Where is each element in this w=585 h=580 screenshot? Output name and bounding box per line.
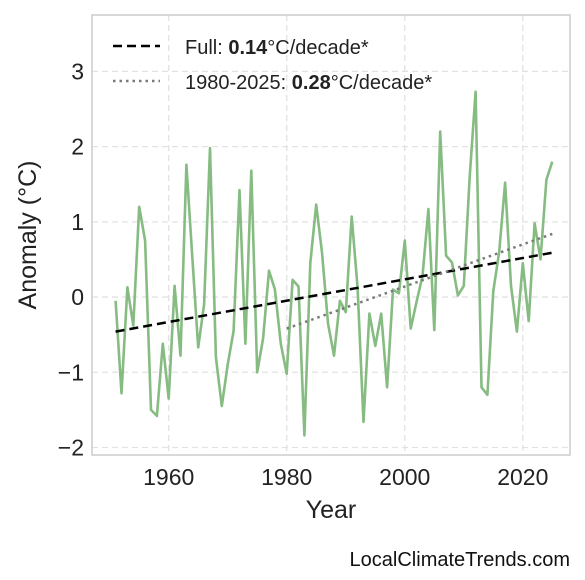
x-tick-label: 1980 [261,464,312,490]
plot-frame [91,14,571,456]
trend-line-full [115,251,553,333]
legend: Full: 0.14°C/decade* 1980-2025: 0.28°C/d… [113,37,432,94]
tick-labels: 1960 1980 2000 2020 −2 −1 0 1 2 3 [58,58,549,490]
x-axis-title: Year [306,496,357,524]
y-tick-label: 3 [71,58,84,84]
y-tick-label: −1 [58,359,84,385]
legend-label-full: Full: 0.14°C/decade* [185,37,369,59]
legend-label-1980-2025: 1980-2025: 0.28°C/decade* [185,72,432,94]
legend-recent-value: 0.28 [292,72,331,94]
source-credit: LocalClimateTrends.com [349,549,570,571]
x-tick-label: 1960 [143,464,194,490]
y-tick-label: 1 [71,209,84,235]
y-tick-label: −2 [58,434,84,460]
x-tick-label: 2020 [497,464,548,490]
legend-recent-suffix: °C/decade* [331,72,433,94]
trend-line-1980-2025 [286,232,553,330]
y-tick-label: 2 [71,134,84,160]
legend-full-prefix: Full: [185,37,228,59]
legend-full-value: 0.14 [228,37,268,59]
legend-recent-prefix: 1980-2025: [185,72,292,94]
y-tick-label: 0 [71,284,84,310]
legend-full-suffix: °C/decade* [267,37,369,59]
y-axis-title: Anomaly (°C) [14,161,42,310]
x-tick-label: 2000 [379,464,430,490]
grid [92,15,570,455]
series-layer [114,90,554,437]
series-anomaly-line [114,90,554,437]
